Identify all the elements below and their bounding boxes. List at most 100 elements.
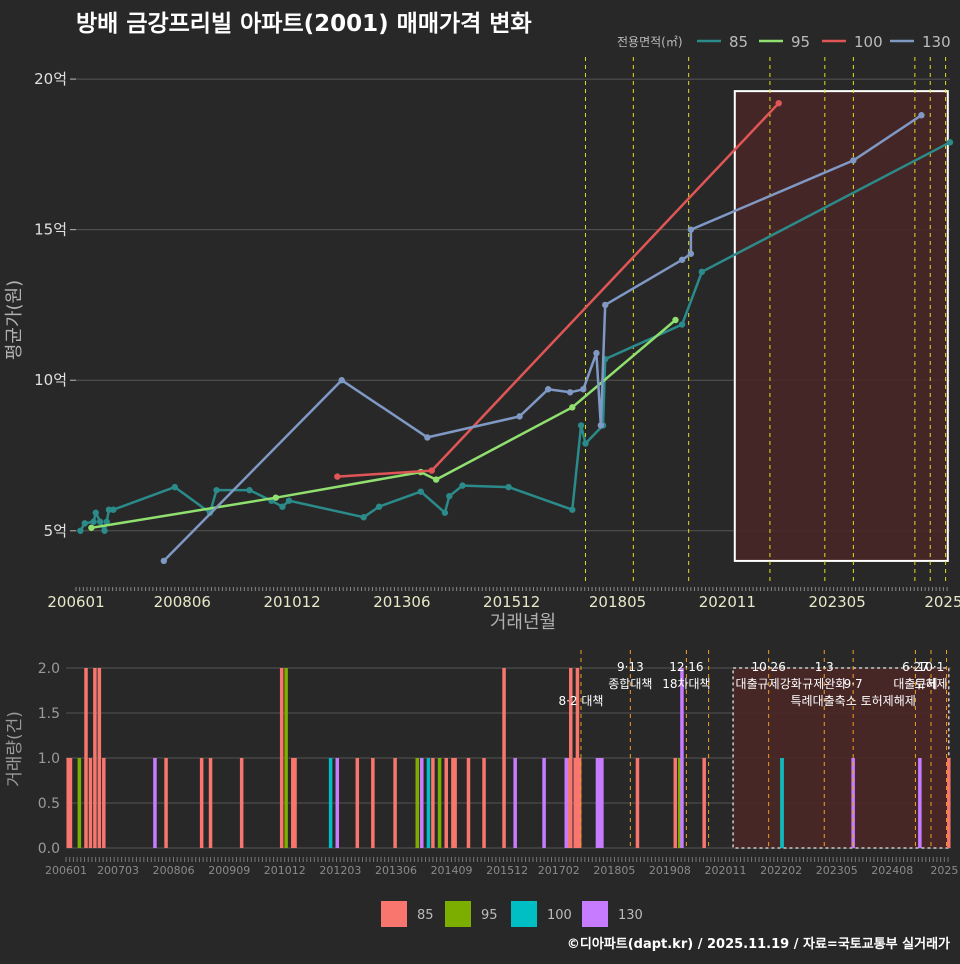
bar-85 bbox=[566, 758, 571, 848]
x-tick-label: 201306 bbox=[373, 593, 430, 611]
bar-130 bbox=[335, 758, 340, 848]
bar-130 bbox=[600, 758, 604, 848]
bar-85 bbox=[88, 758, 93, 848]
y-tick-label: 1.0 bbox=[38, 751, 60, 767]
bar-130 bbox=[153, 758, 157, 848]
data-point-95 bbox=[672, 316, 679, 324]
data-point-85 bbox=[279, 503, 286, 510]
data-point-85 bbox=[577, 422, 585, 429]
bar-85 bbox=[673, 758, 678, 848]
bar-85 bbox=[68, 758, 73, 848]
bar-130 bbox=[420, 758, 424, 848]
policy-label: 12·16 bbox=[669, 660, 703, 674]
data-point-130 bbox=[850, 157, 857, 164]
bar-100 bbox=[328, 758, 333, 848]
data-point-85 bbox=[105, 506, 113, 513]
legend-swatch-85 bbox=[381, 901, 407, 927]
data-point-95 bbox=[569, 404, 576, 411]
data-point-100 bbox=[428, 467, 435, 474]
data-point-130 bbox=[678, 256, 686, 263]
x-tick-label: 202408 bbox=[871, 864, 913, 877]
bar-85 bbox=[291, 758, 295, 848]
legend-label-85: 85 bbox=[729, 33, 748, 51]
bar-85 bbox=[239, 758, 244, 848]
bar-130 bbox=[513, 758, 517, 848]
bar-85 bbox=[431, 758, 435, 848]
x-tick-label: 201512 bbox=[486, 864, 528, 877]
legend-swatch-95 bbox=[445, 901, 471, 927]
bar-85 bbox=[573, 758, 577, 848]
bar-100 bbox=[426, 758, 431, 848]
data-point-130 bbox=[687, 250, 695, 257]
bar-130 bbox=[564, 758, 569, 848]
bar-95 bbox=[77, 758, 82, 848]
data-point-130 bbox=[580, 386, 587, 393]
x-tick-label: 202305 bbox=[816, 864, 858, 877]
x-tick-label: 201012 bbox=[263, 593, 320, 611]
policy-label: 10·26 bbox=[751, 660, 785, 674]
y-axis-title: 평균가(원) bbox=[4, 280, 25, 360]
x-tick-label: 200909 bbox=[208, 864, 250, 877]
y-tick-label: 20억 bbox=[34, 70, 67, 88]
legend-swatch-130 bbox=[582, 901, 608, 927]
bar-85 bbox=[702, 758, 706, 848]
x-tick-label: 201805 bbox=[593, 864, 635, 877]
bar-130 bbox=[597, 758, 602, 848]
policy-label: 규제완화 bbox=[802, 677, 846, 691]
policy-label: 18차대책 bbox=[662, 676, 710, 691]
policy-label: 9·13 bbox=[617, 660, 644, 674]
data-point-130 bbox=[597, 422, 605, 429]
data-point-85 bbox=[698, 268, 706, 276]
data-point-130 bbox=[918, 112, 925, 119]
x-tick-label: 201012 bbox=[264, 864, 306, 877]
y-tick-label: 0.0 bbox=[38, 841, 60, 857]
bar-95 bbox=[284, 668, 288, 848]
data-point-85 bbox=[375, 503, 383, 510]
data-point-85 bbox=[582, 440, 589, 447]
data-point-130 bbox=[516, 413, 523, 420]
data-point-100 bbox=[334, 473, 341, 480]
x-tick-label: 201908 bbox=[649, 864, 691, 877]
policy-label: 종합대책 bbox=[608, 676, 652, 691]
x-tick-label: 200601 bbox=[45, 864, 87, 877]
data-point-85 bbox=[678, 321, 686, 328]
policy-label: 특례대출축소 토허제해제 bbox=[791, 694, 916, 708]
bar-85 bbox=[66, 758, 70, 848]
bar-85 bbox=[575, 668, 580, 848]
policy-label: 6·27 bbox=[902, 660, 929, 674]
data-point-85 bbox=[246, 486, 253, 494]
bar-85 bbox=[453, 758, 457, 848]
data-point-85 bbox=[101, 527, 108, 534]
x-tick-label: 202202 bbox=[760, 864, 802, 877]
legend-label-100: 100 bbox=[854, 33, 883, 51]
bar-85 bbox=[355, 758, 360, 848]
data-point-85 bbox=[569, 506, 576, 513]
legend-label-95: 95 bbox=[481, 908, 498, 923]
data-point-130 bbox=[687, 226, 695, 233]
data-point-85 bbox=[81, 520, 88, 527]
bar-85 bbox=[569, 668, 573, 848]
bar-85 bbox=[97, 668, 102, 848]
data-point-85 bbox=[90, 518, 97, 525]
y-tick-label: 2.0 bbox=[38, 661, 60, 677]
x-tick-label: 200601 bbox=[47, 593, 104, 611]
policy-label: 1·3 bbox=[815, 660, 834, 674]
data-point-85 bbox=[946, 139, 954, 146]
policy-label: 8·2 대책 bbox=[558, 693, 603, 708]
data-point-95 bbox=[88, 524, 95, 531]
legend-label-95: 95 bbox=[791, 33, 810, 51]
data-point-130 bbox=[566, 389, 574, 396]
bar-95 bbox=[677, 758, 682, 848]
data-point-85 bbox=[417, 488, 424, 495]
data-point-130 bbox=[160, 557, 168, 565]
x-tick-label: 200703 bbox=[97, 864, 139, 877]
data-point-130 bbox=[602, 301, 609, 309]
x-tick-label: 200806 bbox=[154, 593, 211, 611]
data-point-130 bbox=[593, 349, 600, 357]
data-point-85 bbox=[96, 518, 104, 525]
bar-85 bbox=[635, 758, 640, 848]
policy-label: 토허제 bbox=[914, 677, 947, 691]
x-tick-label: 202011 bbox=[699, 593, 756, 611]
